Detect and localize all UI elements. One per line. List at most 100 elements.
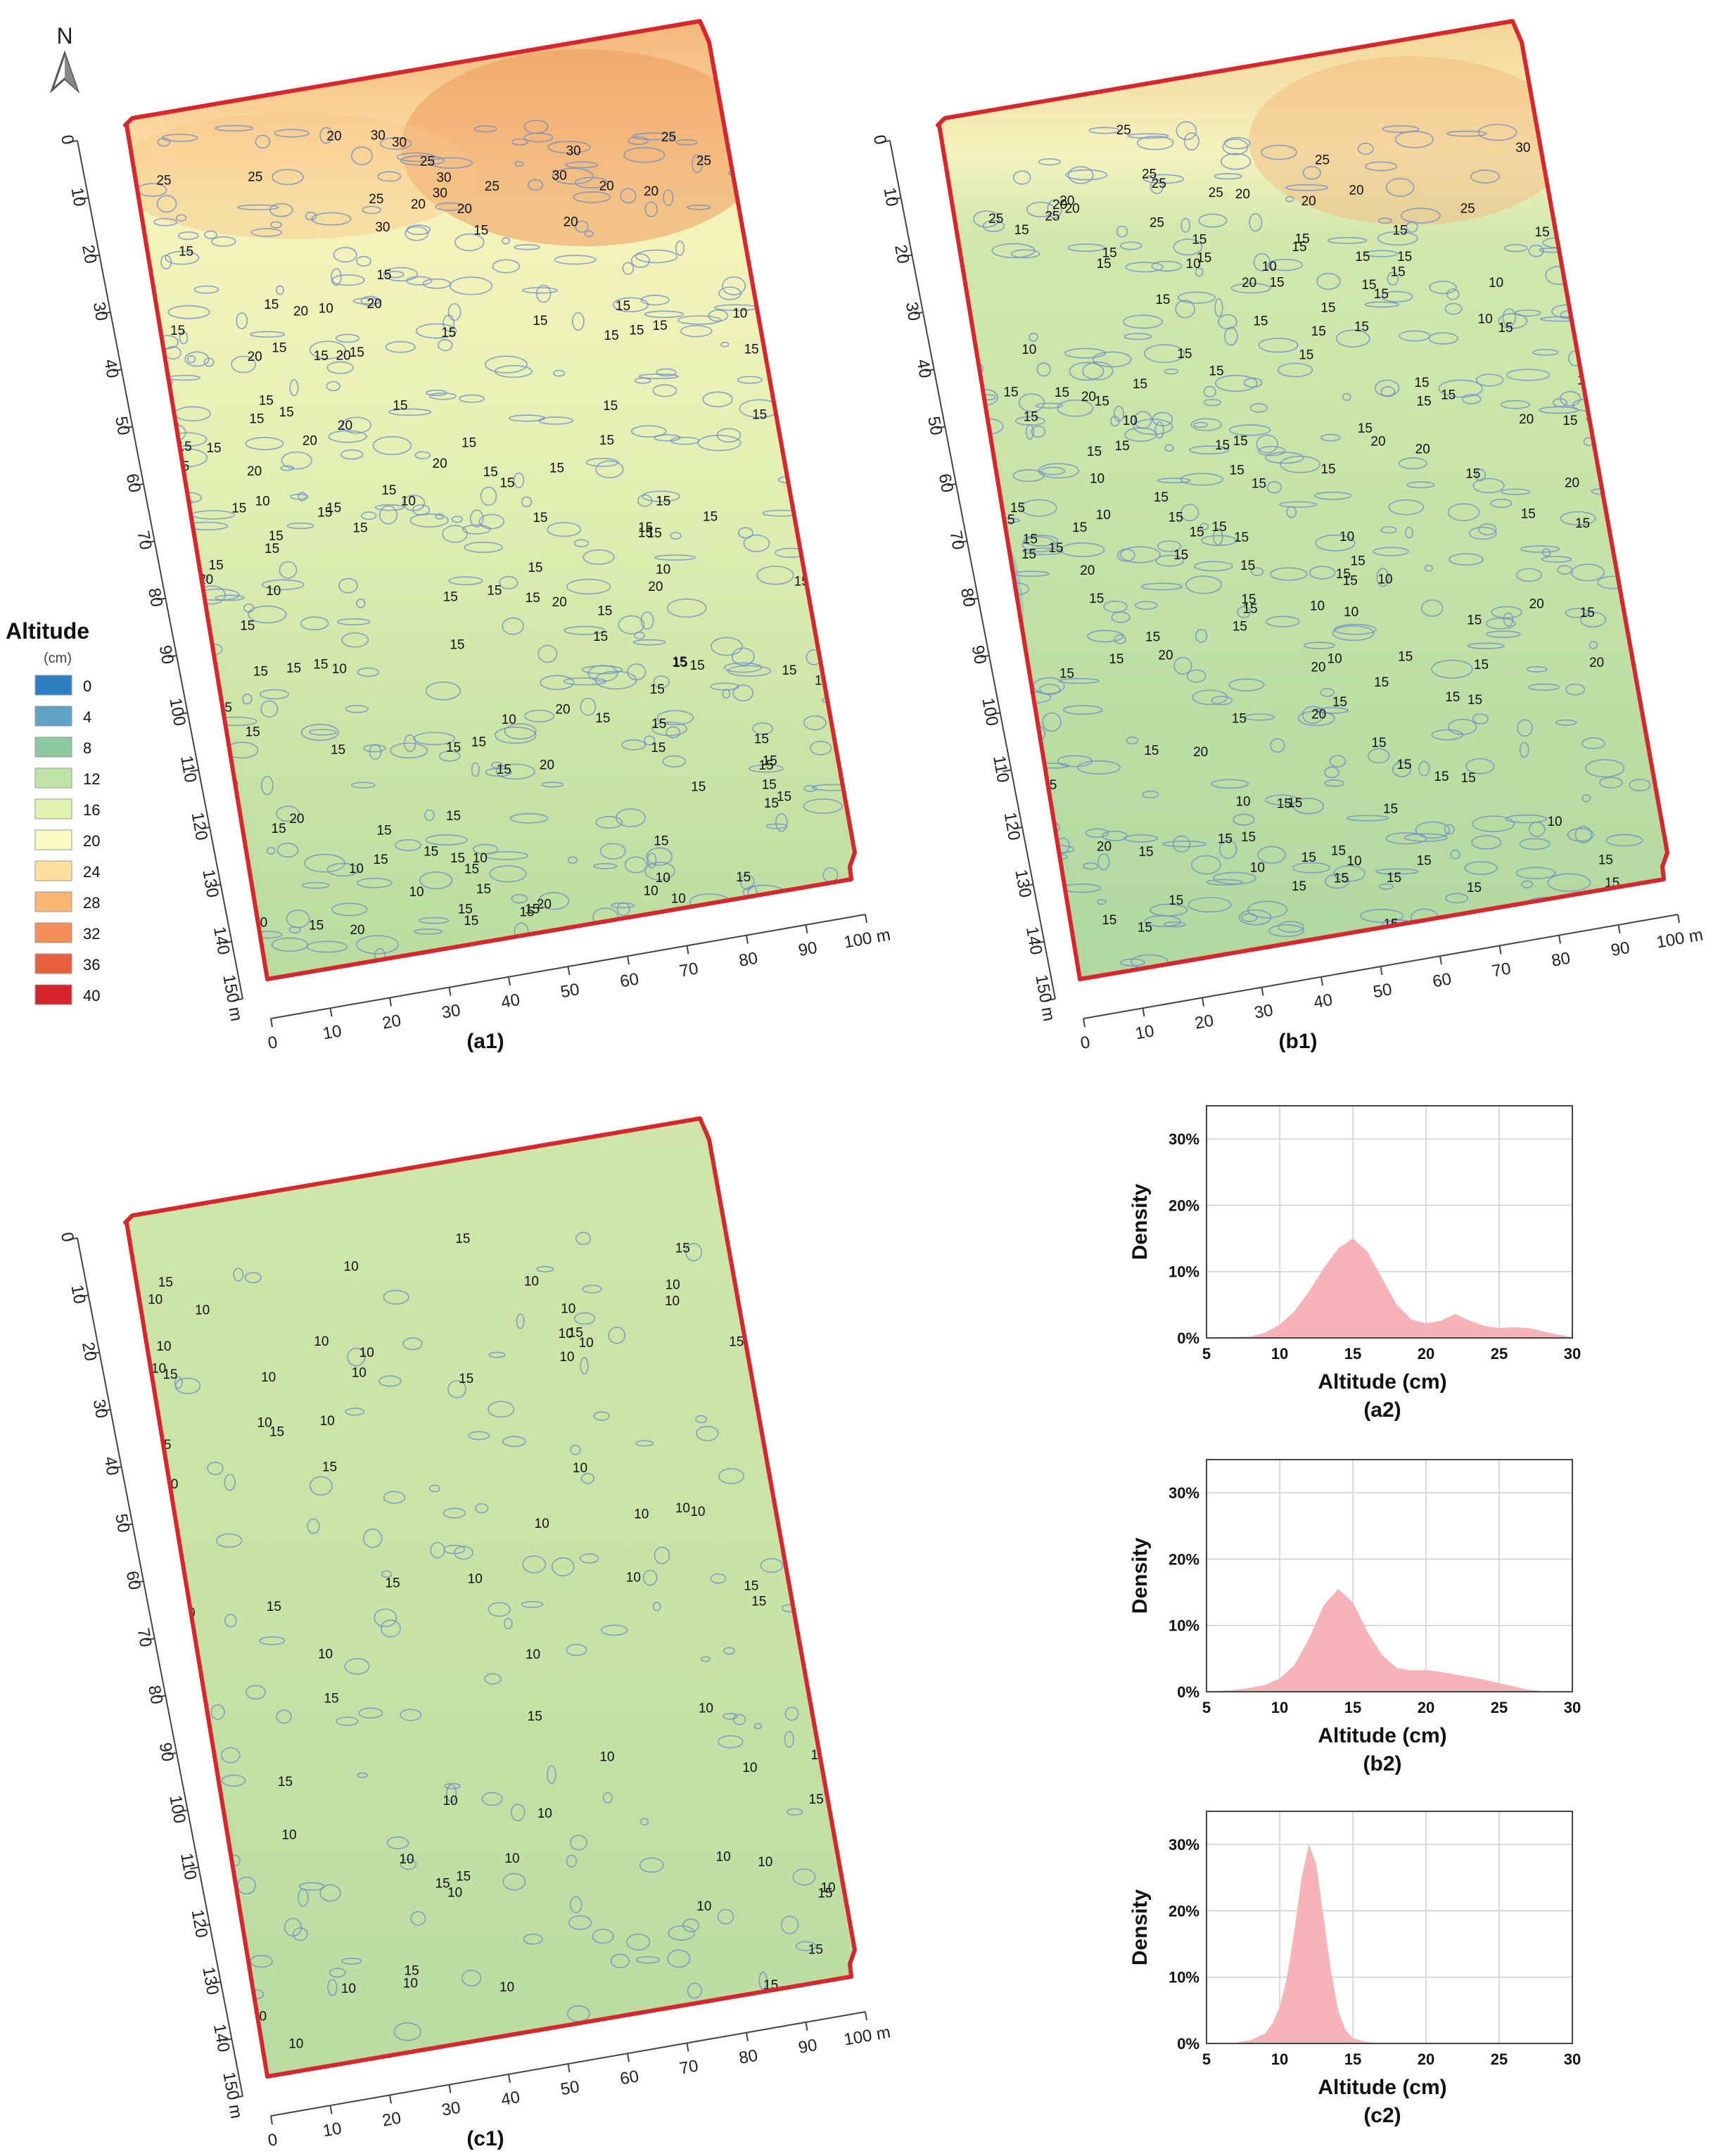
contour-line — [288, 926, 301, 933]
contour-label: 30 — [371, 128, 386, 143]
contour-line — [514, 160, 524, 167]
contour-line — [1574, 826, 1592, 843]
contour-label: 15 — [1138, 845, 1153, 860]
contour-line — [654, 554, 696, 561]
contour-label: 15 — [1287, 796, 1302, 811]
y-axis-tick — [134, 483, 144, 486]
contour-line — [510, 1804, 526, 1821]
contour-line — [298, 1888, 309, 1907]
contour-label: 10 — [579, 1336, 594, 1351]
contour-line — [717, 1908, 734, 1925]
contour-line — [595, 816, 623, 829]
contour-line — [329, 1967, 346, 1978]
y-tick-label: 10% — [1169, 1617, 1199, 1635]
contour-label: 15 — [754, 732, 769, 747]
contour-line — [1278, 921, 1305, 933]
contour-line — [1378, 883, 1394, 890]
contour-line — [691, 154, 703, 174]
contour-label: 15 — [464, 914, 478, 929]
contour-line — [666, 598, 707, 618]
x-tick-label: 10 — [1271, 2050, 1288, 2068]
contour-line — [447, 302, 462, 321]
x-axis-tick — [627, 2053, 630, 2062]
contour-line — [1477, 124, 1517, 141]
contour-line — [1392, 761, 1411, 777]
contour-line — [1229, 424, 1271, 436]
contour-line — [360, 511, 377, 521]
contour-line — [1526, 665, 1548, 672]
contour-line — [459, 394, 485, 403]
contour-line — [575, 936, 615, 957]
y-axis-tick-label: 60 — [122, 472, 144, 494]
x-tick-label: 30 — [1564, 2050, 1581, 2068]
x-axis-tick-label: 20 — [1193, 1011, 1215, 1033]
contour-label: 10 — [820, 1881, 835, 1896]
contour-line — [1042, 712, 1062, 732]
contour-line — [1010, 249, 1040, 259]
contour-line — [774, 929, 796, 942]
contour-line — [1381, 291, 1413, 302]
contour-line — [1178, 291, 1216, 304]
contour-label: 15 — [450, 637, 464, 652]
contour-line — [1244, 713, 1275, 721]
contour-line — [1116, 225, 1128, 238]
contour-line — [1472, 815, 1515, 833]
y-axis-tick — [223, 940, 232, 944]
contour-line — [1447, 503, 1480, 521]
contour-line — [1605, 834, 1643, 847]
contour-line — [1191, 855, 1221, 875]
contour-line — [148, 495, 193, 509]
contour-label: 10 — [1489, 276, 1503, 291]
contour-line — [1136, 135, 1174, 151]
contour-line — [331, 902, 368, 917]
contour-line — [311, 212, 352, 226]
contour-label: 10 — [716, 1849, 731, 1864]
contour-label: 15 — [1401, 939, 1415, 954]
contour-line — [385, 340, 416, 353]
x-axis-tick-label: 80 — [1550, 949, 1572, 971]
contour-line — [362, 205, 382, 215]
contour-label: 25 — [485, 179, 499, 194]
y-axis-tick-label: 20 — [78, 1341, 100, 1363]
contour-line — [1424, 564, 1433, 572]
contour-line — [1127, 133, 1169, 139]
contour-line — [488, 1351, 506, 1358]
contour-line — [516, 1313, 525, 1329]
contour-label: 10 — [981, 527, 995, 542]
x-tick-label: 20 — [1418, 1345, 1434, 1363]
contour-label: 15 — [1299, 347, 1313, 362]
contour-line — [1517, 719, 1533, 737]
contour-line — [388, 408, 432, 416]
contour-line — [1067, 243, 1105, 253]
histogram-panel-label: (a2) — [1363, 1398, 1401, 1422]
contour-line — [962, 475, 994, 480]
contour-label: 15 — [528, 1709, 542, 1724]
contour-label: 15 — [278, 1775, 293, 1790]
x-tick-label: 10 — [1271, 1699, 1288, 1716]
contour-label: 15 — [790, 340, 805, 355]
x-axis-tick — [1142, 1008, 1145, 1017]
contour-label: 15 — [1332, 695, 1347, 710]
contour-line — [335, 333, 360, 343]
contour-line — [1571, 563, 1605, 582]
contour-line — [1598, 904, 1620, 917]
contour-label: 15 — [179, 245, 193, 260]
y-axis-tick-label: 40 — [100, 358, 122, 380]
contour-label: 15 — [1441, 388, 1456, 402]
histogram-panel-label: (b2) — [1363, 1752, 1402, 1775]
contour-label: 10 — [656, 562, 670, 577]
contour-line — [958, 840, 970, 852]
contour-label: 15 — [744, 1578, 758, 1593]
contour-line — [1346, 815, 1389, 822]
contour-line — [780, 1915, 799, 1934]
contour-line — [1365, 250, 1398, 257]
contour-line — [1172, 835, 1191, 853]
contour-line — [767, 238, 789, 250]
plot-frame — [1206, 1459, 1573, 1692]
contour-line — [1428, 332, 1458, 345]
contour-label: 15 — [1295, 231, 1310, 246]
contour-label: 15 — [1024, 410, 1038, 425]
contour-label: 10 — [1572, 286, 1586, 300]
y-axis-tick — [947, 483, 957, 486]
x-axis-tick — [508, 976, 511, 985]
